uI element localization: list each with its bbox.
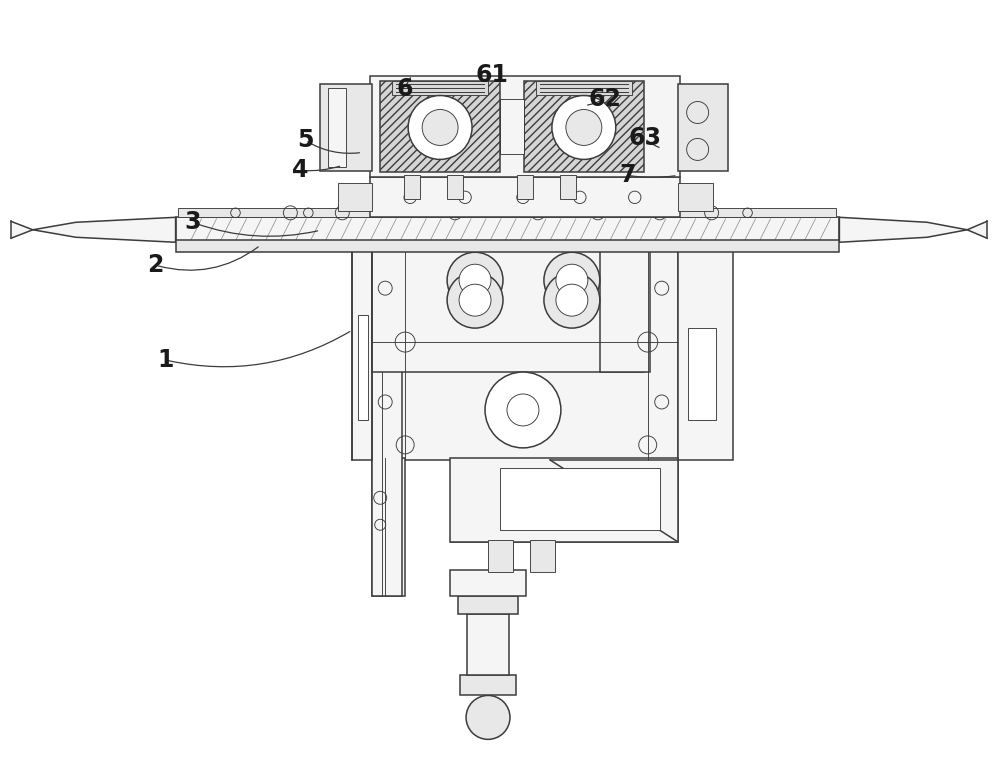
Text: 2: 2 (147, 253, 164, 277)
Circle shape (544, 253, 600, 308)
Polygon shape (33, 217, 176, 243)
Polygon shape (450, 460, 678, 542)
Circle shape (544, 273, 600, 328)
Bar (458, 596, 518, 614)
Circle shape (422, 109, 458, 146)
Bar (178, 209, 836, 217)
Text: 63: 63 (628, 126, 661, 150)
Bar (500, 99, 524, 155)
Bar (370, 177, 680, 217)
Bar (176, 240, 839, 253)
Bar (678, 83, 728, 172)
Bar (467, 614, 509, 675)
Bar (372, 243, 678, 460)
Bar (524, 81, 644, 172)
Circle shape (459, 284, 491, 316)
Circle shape (447, 253, 503, 308)
Bar (358, 315, 368, 420)
Bar (488, 540, 513, 571)
Bar (370, 75, 680, 177)
Bar (678, 183, 713, 211)
Bar (372, 241, 402, 596)
Text: 6: 6 (397, 76, 413, 101)
Text: 61: 61 (476, 62, 508, 86)
Bar (320, 83, 372, 172)
Circle shape (466, 695, 510, 739)
Bar (536, 81, 632, 95)
Bar (392, 81, 488, 95)
Polygon shape (839, 217, 967, 243)
Circle shape (408, 95, 472, 159)
Bar (328, 88, 346, 167)
Text: 4: 4 (292, 159, 309, 182)
Circle shape (556, 264, 588, 296)
Circle shape (447, 273, 503, 328)
Bar (600, 240, 650, 372)
Bar (517, 176, 533, 199)
Text: 7: 7 (620, 163, 636, 187)
Polygon shape (967, 221, 987, 238)
Circle shape (566, 109, 602, 146)
Circle shape (556, 284, 588, 316)
Bar (450, 458, 678, 542)
Bar (530, 540, 555, 571)
Bar (176, 217, 839, 243)
Bar (404, 176, 420, 199)
Bar (560, 176, 576, 199)
Text: 62: 62 (588, 86, 621, 111)
Circle shape (485, 372, 561, 448)
Text: 5: 5 (297, 129, 314, 152)
Bar (447, 176, 463, 199)
Text: 3: 3 (184, 210, 201, 234)
Text: 1: 1 (157, 348, 174, 372)
Bar (338, 183, 372, 211)
Bar (380, 81, 500, 172)
Bar (352, 243, 374, 460)
Circle shape (459, 264, 491, 296)
Bar (372, 240, 644, 372)
Bar (450, 570, 526, 596)
Polygon shape (11, 221, 33, 238)
Bar (500, 468, 660, 530)
Bar (460, 675, 516, 695)
Circle shape (552, 95, 616, 159)
Bar (678, 243, 733, 460)
Bar (372, 458, 405, 596)
Bar (688, 328, 716, 420)
